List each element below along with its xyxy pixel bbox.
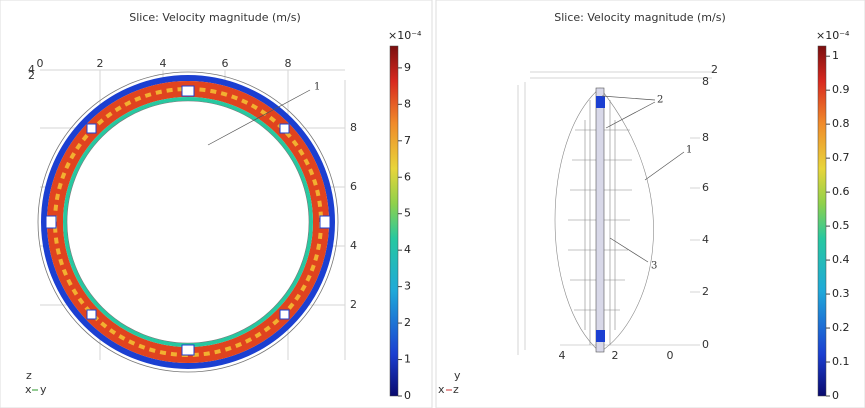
colorbar-tick-label: 1	[404, 353, 411, 366]
axis-tick-label: 2	[350, 298, 357, 311]
colorbar-tick-label: 0.2	[832, 321, 850, 334]
axis-tick-label: 4	[350, 239, 357, 252]
triad-label: z	[453, 383, 459, 396]
colorbar	[390, 46, 398, 396]
colorbar-tick-label: 4	[404, 243, 411, 256]
colorbar-tick-label: 0	[832, 389, 839, 402]
axis-tick-label: 8	[285, 57, 292, 70]
axis-tick-label: 4	[702, 233, 709, 246]
colorbar-tick-label: 9	[404, 61, 411, 74]
colorbar-tick-label: 7	[404, 134, 411, 147]
axis-tick-label: 6	[702, 181, 709, 194]
callout: 3	[651, 261, 657, 272]
colorbar-tick-label: 0.3	[832, 287, 850, 300]
triad-label: x	[25, 383, 32, 396]
colorbar-tick-label: 3	[404, 280, 411, 293]
panel-right	[436, 0, 865, 408]
axis-tick-label: 8	[702, 131, 709, 144]
corner-label: 2	[28, 69, 35, 82]
colorbar-tick-label: 2	[404, 316, 411, 329]
colorbar-tick-label: 8	[404, 97, 411, 110]
triad-label: y	[40, 383, 47, 396]
axis-tick-label: 2	[97, 57, 104, 70]
colorbar-tick-label: 0.7	[832, 151, 850, 164]
callout: 1	[686, 145, 692, 156]
velocity-patch	[596, 96, 605, 108]
shaft	[596, 88, 604, 352]
triad-label: z	[26, 369, 32, 382]
axis-tick-label: 0	[667, 349, 674, 362]
colorbar-tick-label: 5	[404, 207, 411, 220]
axis-tick-label: 2	[711, 63, 718, 76]
colorbar-tick-label: 0.9	[832, 83, 850, 96]
triad-label: y	[454, 369, 461, 382]
callout: 2	[657, 95, 663, 106]
axis-tick-label: 6	[222, 57, 229, 70]
axis-tick-label: 4	[559, 349, 566, 362]
panel-title: Slice: Velocity magnitude (m/s)	[129, 11, 301, 24]
axis-tick-label: 2	[702, 285, 709, 298]
axis-tick-label: 0	[702, 338, 709, 351]
colorbar-exponent: ×10⁻⁴	[816, 29, 850, 42]
axis-tick-label: 6	[350, 180, 357, 193]
colorbar-tick-label: 0.6	[832, 185, 850, 198]
colorbar-tick-label: 0.5	[832, 219, 850, 232]
colorbar-tick-label: 0.8	[832, 117, 850, 130]
axis-tick-label: 2	[612, 349, 619, 362]
triad-label: x	[438, 383, 445, 396]
axis-tick-label: 0	[37, 57, 44, 70]
axis-tick-label: 4	[160, 57, 167, 70]
axis-tick-label: 8	[350, 121, 357, 134]
colorbar	[818, 46, 826, 396]
colorbar-tick-label: 0.1	[832, 355, 850, 368]
screenshot: Slice: Velocity magnitude (m/s) 1 4 2 0 …	[0, 0, 865, 408]
colorbar-tick-label: 1	[832, 49, 839, 62]
colorbar-tick-label: 0	[404, 389, 411, 402]
panel-title: Slice: Velocity magnitude (m/s)	[554, 11, 726, 24]
velocity-patch	[596, 330, 605, 342]
colorbar-exponent: ×10⁻⁴	[388, 29, 422, 42]
colorbar-tick-label: 0.4	[832, 253, 850, 266]
colorbar-tick-label: 6	[404, 170, 411, 183]
callout: 1	[314, 82, 320, 93]
axis-tick-label: 8	[702, 75, 709, 88]
